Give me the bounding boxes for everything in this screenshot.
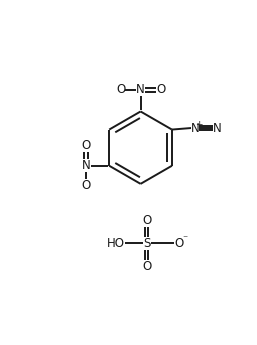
- Text: N: N: [136, 83, 145, 96]
- Text: HO: HO: [107, 237, 125, 250]
- Text: O: O: [156, 83, 165, 96]
- Text: O: O: [142, 260, 151, 273]
- Text: N: N: [82, 159, 90, 172]
- Text: N: N: [213, 121, 222, 135]
- Text: O: O: [81, 179, 91, 192]
- Text: O: O: [142, 214, 151, 227]
- Text: +: +: [196, 120, 203, 129]
- Text: O: O: [81, 139, 91, 152]
- Text: ⁻: ⁻: [182, 235, 187, 245]
- Text: N: N: [191, 121, 199, 135]
- Text: S: S: [143, 237, 150, 250]
- Text: O: O: [116, 83, 125, 96]
- Text: O: O: [175, 237, 184, 250]
